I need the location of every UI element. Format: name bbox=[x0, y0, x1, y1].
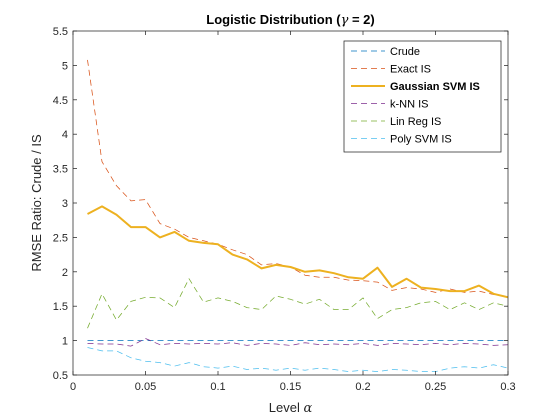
series-line-gaussian-svm-is bbox=[87, 205, 508, 299]
y-tick-label: 5 bbox=[62, 60, 68, 72]
chart-title: Logistic Distribution (γ = 2) bbox=[206, 12, 374, 28]
x-tick-label: 0.1 bbox=[210, 381, 225, 393]
series-line-lin-reg-is bbox=[87, 278, 508, 329]
y-tick-label: 3 bbox=[62, 198, 68, 210]
xlabel-main: Level bbox=[269, 400, 304, 415]
title-symbol: γ bbox=[341, 13, 349, 28]
legend-label: Exact IS bbox=[390, 64, 431, 76]
x-tick-label: 0.2 bbox=[355, 381, 370, 393]
series-line-k-nn-is bbox=[87, 338, 508, 347]
series-line-exact-is bbox=[87, 59, 508, 297]
y-tick-label: 0.5 bbox=[53, 370, 68, 382]
y-tick-label: 4.5 bbox=[53, 95, 68, 107]
plot-area: 0 0.05 0.1 0.15 0.2 0.25 0.3 0.5 1 1.5 2 2.5 3 3.5 4 4.… bbox=[53, 26, 516, 393]
y-tick-label: 4 bbox=[62, 129, 68, 141]
y-tick-label: 2.5 bbox=[53, 232, 68, 244]
y-tick-label: 1 bbox=[62, 336, 68, 348]
x-tick-label: 0.3 bbox=[500, 381, 515, 393]
legend-label: Crude bbox=[390, 46, 420, 58]
series-lines bbox=[87, 59, 508, 372]
x-tick-label: 0.05 bbox=[135, 381, 156, 393]
y-axis-label: RMSE Ratio: Crude / IS bbox=[29, 134, 44, 272]
y-tick-label: 2 bbox=[62, 267, 68, 279]
legend-box bbox=[343, 40, 502, 153]
title-main: Logistic Distribution ( bbox=[206, 12, 341, 27]
series-line-poly-svm-is bbox=[87, 347, 508, 372]
title-suffix: = 2) bbox=[348, 12, 374, 27]
x-axis-label: Level α bbox=[269, 400, 313, 416]
x-tick-label: 0.25 bbox=[425, 381, 446, 393]
y-tick-label: 5.5 bbox=[53, 26, 68, 38]
legend: Crude Exact IS Gaussian SVM IS k-NN IS Lin R… bbox=[343, 40, 502, 153]
x-tick-label: 0.15 bbox=[280, 381, 301, 393]
y-tick-label: 1.5 bbox=[53, 301, 68, 313]
legend-label: k-NN IS bbox=[390, 99, 429, 111]
legend-label: Poly SVM IS bbox=[390, 134, 452, 146]
legend-label: Lin Reg IS bbox=[390, 116, 441, 128]
legend-label: Gaussian SVM IS bbox=[390, 81, 480, 93]
y-tick-label: 3.5 bbox=[53, 164, 68, 176]
x-tick-label: 0 bbox=[70, 381, 76, 393]
xlabel-symbol: α bbox=[303, 401, 312, 416]
